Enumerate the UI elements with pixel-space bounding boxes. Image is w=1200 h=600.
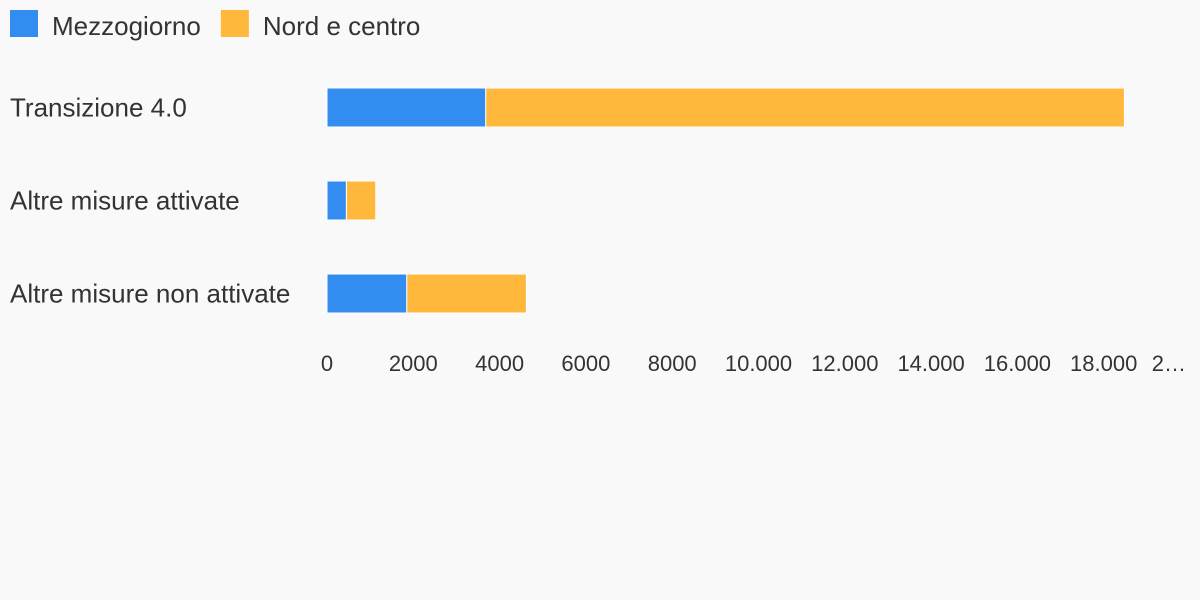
bar-mezzogiorno-altre-misure-attivate — [326, 180, 347, 221]
legend-swatch-mezzogiorno — [10, 10, 38, 37]
legend-label-mezzogiorno: Mezzogiorno — [52, 11, 201, 41]
x-tick-label: 18.000 — [1070, 351, 1137, 376]
category-labels: Transizione 4.0 Altre misure attivate Altr… — [10, 93, 290, 309]
x-tick-label: 2000 — [389, 351, 438, 376]
category-label-altre-misure-attivate: Altre misure attivate — [10, 186, 240, 216]
legend-swatch-nord-e-centro — [220, 10, 249, 37]
legend: Mezzogiorno Nord e centro — [10, 10, 420, 41]
x-tick-label: 14.000 — [897, 351, 964, 376]
bar-nord-e-centro-altre-misure-attivate — [345, 180, 377, 221]
x-tick-label: 2… — [1152, 351, 1186, 376]
category-label-altre-misure-non-attivate: Altre misure non attivate — [10, 279, 290, 309]
bar-nord-e-centro-transizione-4-0 — [485, 87, 1125, 128]
x-tick-label: 0 — [321, 351, 333, 376]
x-tick-label: 6000 — [561, 351, 610, 376]
bar-mezzogiorno-transizione-4-0 — [326, 87, 487, 128]
x-tick-label: 8000 — [648, 351, 697, 376]
bars — [326, 87, 1125, 314]
x-tick-label: 4000 — [475, 351, 524, 376]
legend-label-nord-e-centro: Nord e centro — [263, 11, 421, 41]
x-axis: 0 2000 4000 6000 8000 10.000 12.000 14.000 16.00… — [321, 351, 1186, 376]
x-tick-label: 12.000 — [811, 351, 878, 376]
category-label-transizione-4-0: Transizione 4.0 — [10, 93, 187, 123]
bar-nord-e-centro-altre-misure-non-attivate — [406, 273, 527, 314]
x-tick-label: 10.000 — [725, 351, 792, 376]
bar-mezzogiorno-altre-misure-non-attivate — [326, 273, 408, 314]
x-tick-label: 16.000 — [984, 351, 1051, 376]
